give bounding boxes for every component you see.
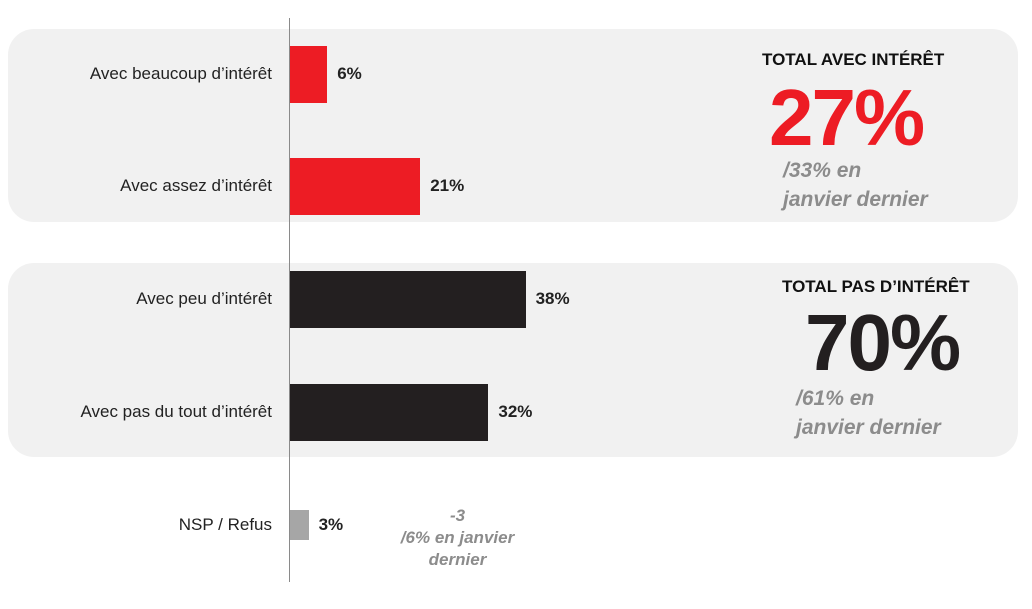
total-with-interest-title: TOTAL AVEC INTÉRÊT <box>762 50 945 69</box>
bar-value-label: 32% <box>498 402 533 421</box>
chart-axis-line <box>289 18 290 582</box>
nsp-previous-note: -3 /6% en janvier dernier <box>380 505 535 571</box>
nsp-change: -3 <box>449 506 466 525</box>
total-with-interest-previous: /33% en janvier dernier <box>783 156 983 214</box>
category-label: NSP / Refus <box>178 515 272 534</box>
bar-value-label: 21% <box>430 176 465 195</box>
total-with-interest-previous-line1: /33% en <box>783 159 862 182</box>
total-without-interest-previous-line2: janvier dernier <box>796 416 941 439</box>
bar-value-label: 38% <box>535 289 570 308</box>
bar <box>290 45 328 103</box>
category-label: Avec beaucoup d’intérêt <box>89 64 272 83</box>
bar-value-label: 3% <box>318 515 344 534</box>
category-label: Avec pas du tout d’intérêt <box>80 402 272 421</box>
nsp-previous-line1: /6% en janvier <box>400 528 515 547</box>
bar <box>290 383 489 441</box>
category-label: Avec peu d’intérêt <box>136 289 272 308</box>
bar <box>290 510 309 540</box>
total-without-interest-title: TOTAL PAS D’INTÉRÊT <box>782 277 970 296</box>
bar-value-label: 6% <box>337 64 362 83</box>
bar <box>290 270 526 328</box>
total-without-interest-previous-line1: /61% en <box>796 387 875 410</box>
total-with-interest-value: 27% <box>769 73 925 162</box>
total-without-interest-previous: /61% en janvier dernier <box>796 384 996 442</box>
total-with-interest-previous-line2: janvier dernier <box>783 188 928 211</box>
nsp-previous-line2: dernier <box>428 550 487 569</box>
panel-with-interest <box>8 29 1018 222</box>
total-without-interest-value: 70% <box>805 298 961 387</box>
bar <box>290 157 421 215</box>
category-label: Avec assez d’intérêt <box>120 176 272 195</box>
